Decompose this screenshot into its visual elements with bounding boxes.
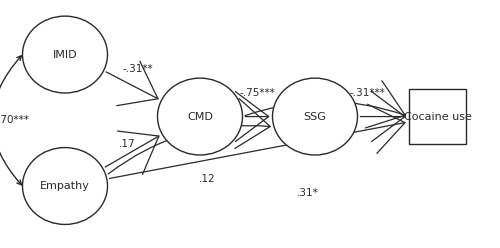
FancyArrowPatch shape [360, 92, 405, 142]
Text: .31*: .31* [296, 188, 318, 198]
Text: Empathy: Empathy [40, 181, 90, 191]
Ellipse shape [158, 78, 242, 155]
Text: .70***: .70*** [0, 115, 30, 125]
FancyArrowPatch shape [0, 56, 22, 185]
FancyArrowPatch shape [245, 81, 405, 128]
FancyArrowPatch shape [110, 104, 405, 179]
FancyArrowPatch shape [108, 99, 270, 174]
Text: -.31***: -.31*** [350, 88, 386, 98]
FancyBboxPatch shape [409, 89, 466, 144]
Ellipse shape [22, 148, 107, 224]
Text: CMD: CMD [187, 112, 213, 122]
Text: SSG: SSG [304, 112, 326, 122]
Text: -.31**: -.31** [122, 64, 153, 74]
Ellipse shape [272, 78, 358, 155]
Text: Cocaine use: Cocaine use [404, 112, 471, 122]
Ellipse shape [22, 16, 107, 93]
Text: .12: .12 [199, 174, 216, 184]
FancyArrowPatch shape [236, 92, 268, 142]
FancyArrowPatch shape [106, 61, 158, 106]
FancyArrowPatch shape [105, 131, 159, 174]
Text: .17: .17 [119, 139, 136, 149]
Text: -.75***: -.75*** [240, 88, 276, 98]
Text: IMID: IMID [52, 50, 78, 60]
